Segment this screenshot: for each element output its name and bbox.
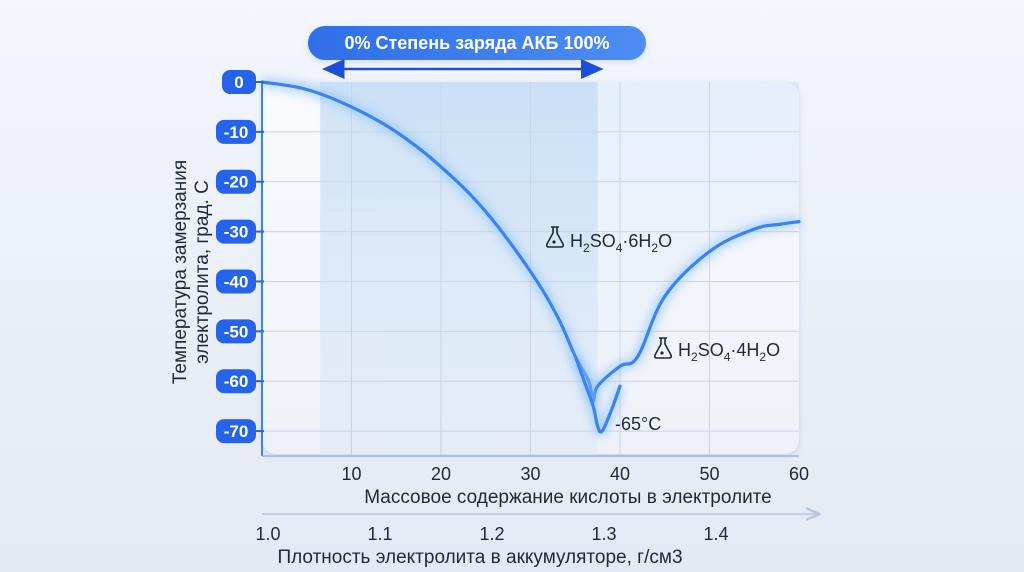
y-tick-badge bbox=[216, 219, 256, 244]
density-tick-label: 1.4 bbox=[703, 524, 728, 544]
x-axis-title: Массовое содержание кислоты в электролит… bbox=[364, 487, 772, 508]
minimum-temperature-label: -65°C bbox=[615, 414, 661, 434]
y-tick-label: -10 bbox=[224, 123, 249, 142]
y-tick: -10 bbox=[216, 119, 264, 144]
y-tick: -70 bbox=[216, 419, 264, 444]
curve-area-fill bbox=[262, 82, 799, 402]
y-tick-badge bbox=[216, 119, 256, 144]
density-axis-title: Плотность электролита в аккумуляторе, г/… bbox=[277, 547, 682, 568]
y-axis-title-line1: Температура замерзания bbox=[170, 160, 191, 384]
y-tick: -60 bbox=[216, 369, 264, 394]
svg-text:H2SO4·4H2O: H2SO4·4H2O bbox=[678, 340, 780, 364]
density-tick-label: 1.1 bbox=[367, 524, 392, 544]
annotation-tetrahydrate: H2SO4·4H2O bbox=[653, 337, 780, 364]
y-tick: -40 bbox=[216, 269, 264, 294]
x-tick-label: 60 bbox=[789, 464, 809, 484]
y-tick-label: -70 bbox=[224, 422, 249, 441]
flask-icon bbox=[653, 337, 673, 359]
density-tick-label: 1.0 bbox=[255, 524, 280, 544]
y-axis-title-line2: электролита, град. С bbox=[192, 180, 213, 364]
y-tick-badge bbox=[216, 319, 256, 344]
y-tick: -30 bbox=[216, 219, 264, 244]
x-tick-label: 50 bbox=[699, 464, 719, 484]
y-tick-label: -20 bbox=[224, 173, 249, 192]
y-tick-label: -40 bbox=[224, 272, 249, 291]
y-tick: -50 bbox=[216, 319, 264, 344]
y-tick-badge bbox=[222, 70, 256, 94]
y-tick-label: -60 bbox=[224, 372, 249, 391]
annotation-hexahydrate: H2SO4·6H2O bbox=[545, 226, 672, 255]
charge-level-badge bbox=[308, 26, 646, 60]
y-tick-label: 0 bbox=[234, 73, 243, 92]
y-tick: -20 bbox=[216, 169, 264, 194]
y-tick-badge bbox=[216, 369, 256, 394]
y-tick-label: -30 bbox=[224, 223, 249, 242]
density-tick-label: 1.2 bbox=[479, 524, 504, 544]
density-tick-label: 1.3 bbox=[591, 524, 616, 544]
x-tick-label: 30 bbox=[520, 464, 540, 484]
eutectic-dip-curve bbox=[573, 354, 622, 434]
y-tick: 0 bbox=[222, 70, 264, 94]
y-tick-badge bbox=[216, 269, 256, 294]
y-tick-badge bbox=[216, 169, 256, 194]
y-tick-badge bbox=[216, 419, 256, 444]
flask-icon bbox=[545, 226, 565, 248]
y-tick-label: -50 bbox=[224, 322, 249, 341]
x-tick-label: 40 bbox=[610, 464, 630, 484]
charge-level-label: 0% Степень заряда АКБ 100% bbox=[344, 33, 609, 53]
svg-text:H2SO4·6H2O: H2SO4·6H2O bbox=[570, 231, 672, 255]
x-tick-label: 10 bbox=[341, 464, 361, 484]
x-tick-label: 20 bbox=[431, 464, 451, 484]
